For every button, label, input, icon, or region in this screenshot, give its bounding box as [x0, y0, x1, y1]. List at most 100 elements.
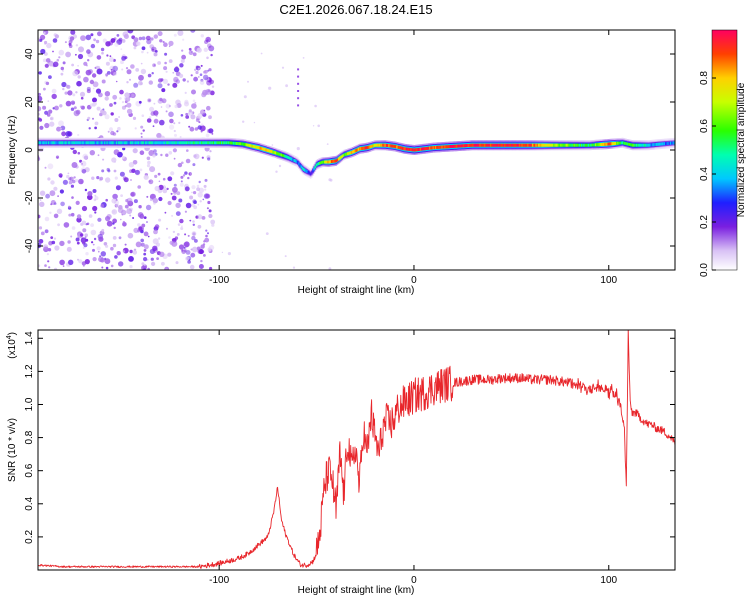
- noise-point: [94, 121, 99, 126]
- ridge-segment: [516, 143, 519, 147]
- noise-point: [112, 236, 117, 240]
- noise-point: [193, 191, 197, 195]
- ridge-segment: [365, 146, 368, 150]
- noise-point: [188, 125, 191, 128]
- noise-point: [143, 216, 147, 220]
- noise-point: [247, 80, 249, 83]
- noise-point: [52, 61, 59, 68]
- y-tick-label: 0: [24, 147, 35, 153]
- ridge-segment: [596, 143, 598, 147]
- noise-point: [148, 80, 153, 85]
- ridge-segment: [387, 144, 389, 147]
- colorbar-tick-label: 0.2: [699, 215, 710, 229]
- noise-point: [140, 132, 143, 135]
- noise-point: [164, 52, 168, 56]
- noise-point: [143, 257, 148, 262]
- noise-point: [87, 116, 91, 120]
- ridge-segment: [156, 141, 159, 145]
- noise-point: [129, 249, 133, 254]
- ridge-segment: [246, 143, 249, 147]
- noise-point: [208, 115, 212, 120]
- ridge-segment: [665, 142, 667, 146]
- noise-point: [192, 99, 196, 103]
- ridge-segment: [515, 143, 518, 147]
- ridge-segment: [616, 141, 618, 145]
- ridge-segment: [272, 150, 274, 154]
- y-tick-label: 20: [24, 96, 35, 108]
- noise-point: [139, 168, 143, 172]
- ridge-segment: [555, 143, 557, 147]
- noise-point: [195, 70, 199, 75]
- noise-point: [75, 237, 80, 242]
- noise-point: [44, 229, 49, 234]
- ridge-segment: [356, 148, 359, 152]
- noise-point: [84, 259, 90, 265]
- noise-point: [199, 73, 203, 76]
- ridge-segment: [612, 142, 615, 146]
- noise-point: [39, 190, 46, 196]
- noise-point: [77, 53, 84, 60]
- noise-point: [97, 31, 102, 37]
- ridge-segment: [535, 143, 537, 147]
- noise-point: [110, 264, 114, 268]
- ridge-segment: [274, 151, 277, 155]
- noise-point: [189, 219, 192, 222]
- noise-point: [168, 59, 173, 63]
- ridge-segment: [258, 146, 260, 150]
- noise-point: [110, 130, 115, 136]
- noise-point: [46, 42, 52, 49]
- noise-point: [137, 185, 141, 189]
- ridge-segment: [607, 142, 610, 146]
- noise-point: [158, 196, 163, 202]
- noise-point: [196, 187, 201, 192]
- noise-point: [138, 36, 143, 41]
- noise-point: [38, 118, 43, 122]
- noise-point: [158, 180, 161, 183]
- ridge-segment: [486, 143, 488, 147]
- noise-point: [169, 124, 175, 130]
- noise-point: [194, 127, 199, 131]
- noise-point: [44, 122, 50, 129]
- noise-point: [185, 202, 192, 209]
- ridge-segment: [434, 146, 437, 149]
- noise-point: [190, 30, 196, 33]
- ridge-segment: [430, 146, 432, 150]
- noise-point: [193, 153, 200, 160]
- ridge-segment: [327, 160, 329, 164]
- y-tick-label: 40: [24, 48, 35, 60]
- ridge-segment: [417, 148, 419, 151]
- noise-point: [46, 253, 50, 256]
- ridge-segment: [350, 151, 353, 154]
- noise-point: [138, 205, 142, 209]
- noise-point: [111, 157, 117, 163]
- noise-point: [205, 88, 212, 95]
- ridge-segment: [208, 141, 210, 145]
- noise-point: [100, 203, 105, 208]
- noise-point: [180, 175, 184, 179]
- noise-point: [148, 116, 152, 119]
- noise-point: [60, 201, 65, 207]
- ridge-segment: [306, 170, 308, 174]
- noise-point: [44, 264, 47, 267]
- noise-point: [75, 91, 78, 94]
- noise-point: [54, 34, 60, 39]
- ridge-segment: [648, 143, 651, 147]
- ridge-segment: [451, 145, 453, 148]
- noise-point: [125, 67, 129, 70]
- noise-point: [171, 195, 177, 201]
- noise-point: [43, 31, 46, 35]
- noise-point: [179, 136, 182, 138]
- ridge-segment: [126, 141, 128, 145]
- y-tick-label: 1.2: [24, 364, 35, 378]
- noise-point: [197, 125, 202, 130]
- noise-point: [91, 241, 94, 244]
- ridge-segment: [372, 144, 375, 148]
- ridge-segment: [388, 144, 390, 148]
- snr-yscale-close: ): [7, 332, 18, 335]
- noise-point: [153, 34, 158, 39]
- ridge-segment: [49, 141, 51, 145]
- noise-point: [38, 71, 42, 75]
- noise-point: [198, 264, 204, 269]
- ridge-segment: [494, 143, 497, 147]
- noise-point: [142, 129, 145, 132]
